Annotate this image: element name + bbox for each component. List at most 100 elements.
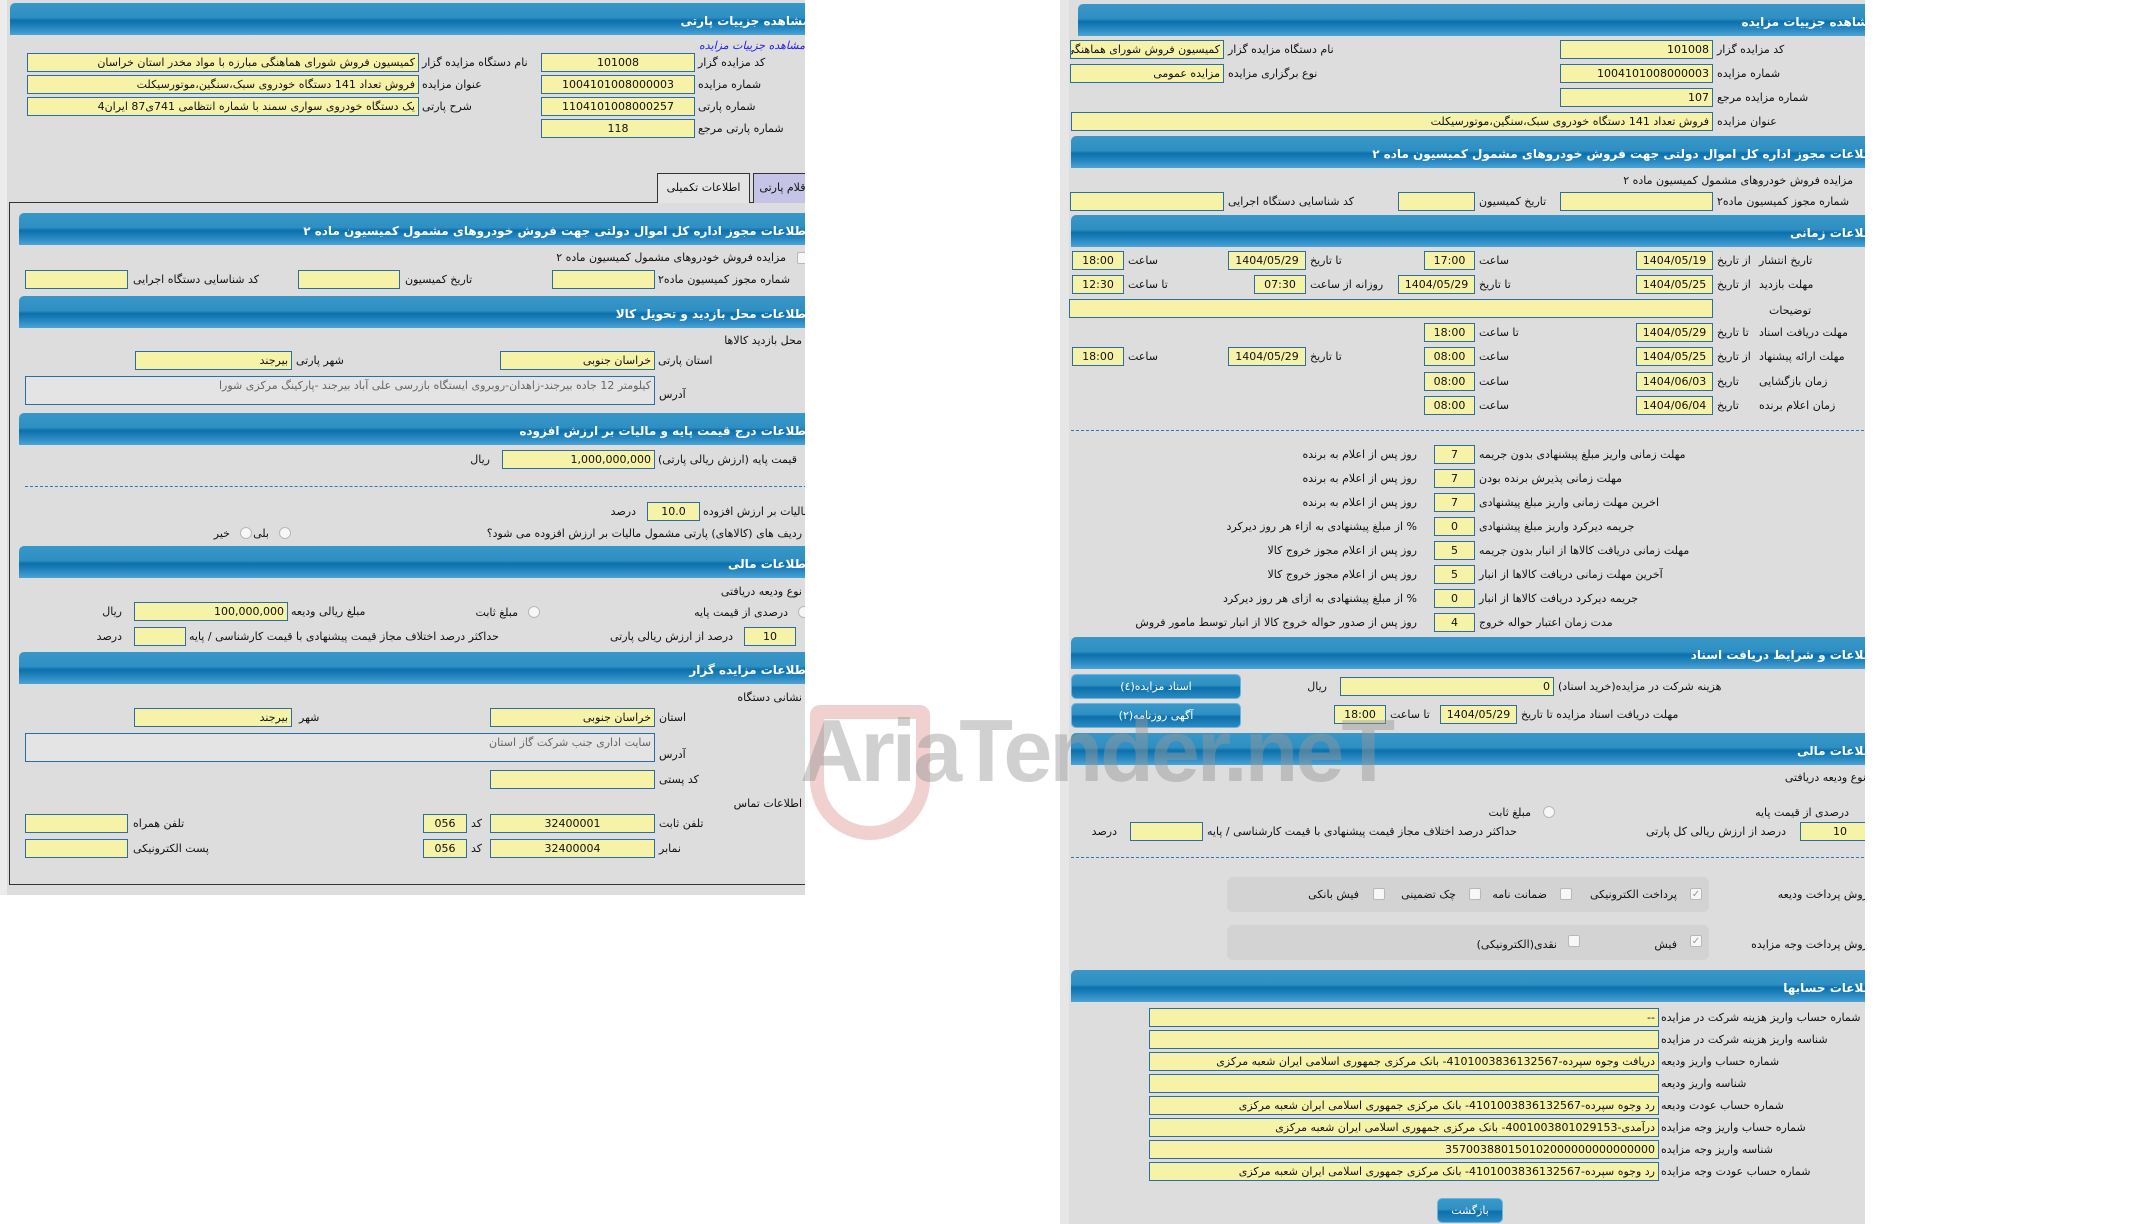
opening-time[interactable]: 08:00 [1424, 372, 1475, 391]
fixed-amount-radio[interactable] [1543, 806, 1555, 818]
info-field[interactable]: یک دستگاه خودروی سواری سمند با شماره انت… [27, 97, 419, 116]
deadline-field[interactable]: 0 [1434, 589, 1475, 608]
city-field[interactable]: بیرجند [135, 351, 292, 370]
info-field[interactable]: 1104101008000257 [541, 97, 695, 116]
deposit-method-checkbox[interactable]: ✓ [1690, 888, 1702, 900]
address-field[interactable]: کیلومتر 12 جاده بیرجند-زاهدان-روبروی ایس… [25, 376, 655, 405]
mobile-field[interactable] [25, 814, 128, 833]
newspaper-ad-button[interactable]: آگهی روزنامه(۲) [1071, 703, 1241, 728]
deadline-field[interactable]: 5 [1434, 565, 1475, 584]
offer-from-time[interactable]: 08:00 [1424, 347, 1475, 366]
info-field[interactable]: 101008 [541, 53, 695, 72]
info-field[interactable]: مزایده عمومی [1070, 64, 1224, 83]
account-field[interactable]: 357003880150102000000000000000 [1149, 1140, 1659, 1159]
organizer-province-field[interactable]: خراسان جنوبی [490, 708, 655, 727]
percent-of-base-radio[interactable] [798, 606, 805, 618]
docs-deadline-date[interactable]: 1404/05/29 [1440, 705, 1517, 724]
organizer-province-label: استان [659, 711, 687, 724]
tab-supplementary-info[interactable]: اطلاعات تکمیلی [657, 173, 750, 203]
deposit-amount-field[interactable]: 100,000,000 [134, 602, 288, 621]
winner-time[interactable]: 08:00 [1424, 396, 1475, 415]
organizer-address-field[interactable]: سایت اداری جنب شرکت گاز استان [25, 733, 655, 762]
vat-yes-radio[interactable] [279, 527, 291, 539]
visit-daily-from[interactable]: 07:30 [1254, 275, 1306, 294]
max-diff-field[interactable] [1130, 822, 1203, 841]
visit-daily-to[interactable]: 12:30 [1072, 275, 1124, 294]
payment-method-checkbox[interactable] [1568, 935, 1580, 947]
participation-fee-field[interactable]: 0 [1340, 677, 1554, 696]
deadline-field[interactable]: 5 [1434, 541, 1475, 560]
deposit-method-checkbox[interactable] [1373, 888, 1385, 900]
publish-from-time[interactable]: 17:00 [1424, 251, 1475, 270]
visit-to-date[interactable]: 1404/05/29 [1398, 275, 1475, 294]
deposit-method-checkbox[interactable] [1560, 888, 1572, 900]
from-date-label: از تاریخ [1717, 254, 1751, 267]
fixed-amount-radio[interactable] [528, 606, 540, 618]
docs-deadline-time[interactable]: 18:00 [1334, 705, 1386, 724]
deposit-method-checkbox[interactable] [1469, 888, 1481, 900]
back-button[interactable]: بازگشت [1437, 1198, 1503, 1223]
offer-to-time[interactable]: 18:00 [1072, 347, 1124, 366]
auction-title-field[interactable]: فروش تعداد 141 دستگاه خودروی سبک،سنگین،م… [1071, 112, 1713, 131]
offer-from-date[interactable]: 1404/05/25 [1636, 347, 1713, 366]
commission-date-field[interactable] [1398, 192, 1475, 211]
account-field[interactable] [1149, 1030, 1659, 1049]
account-field[interactable]: دریافت وجوه سپرده-4101003836132567- بانک… [1149, 1052, 1659, 1071]
docs-to-time[interactable]: 18:00 [1424, 323, 1475, 342]
postal-code-field[interactable] [490, 770, 655, 789]
account-field[interactable]: رد وجوه سپرده-4101003836132567- بانک مرک… [1149, 1162, 1659, 1181]
info-field[interactable]: کمیسیون فروش شورای هماهنگی مبارزه با موا… [27, 53, 419, 72]
vat-field[interactable]: 10.0 [647, 502, 700, 521]
publish-to-time[interactable]: 18:00 [1072, 251, 1124, 270]
description-field[interactable] [1069, 299, 1713, 318]
info-field[interactable]: 1004101008000003 [1560, 64, 1713, 83]
province-field[interactable]: خراسان جنوبی [500, 351, 655, 370]
deadline-field[interactable]: 7 [1434, 445, 1475, 464]
vat-no-radio[interactable] [240, 527, 252, 539]
account-field[interactable]: درآمدی-4001003801029153- بانک مرکزی جمهو… [1149, 1118, 1659, 1137]
max-diff-field[interactable] [134, 627, 186, 646]
account-field[interactable]: رد وجوه سپرده-4101003836132567- بانک مرک… [1149, 1096, 1659, 1115]
base-price-field[interactable]: 1,000,000,000 [502, 450, 655, 469]
info-field[interactable]: 101008 [1560, 40, 1713, 59]
divider [25, 486, 805, 487]
payment-method-checkbox[interactable]: ✓ [1690, 935, 1702, 947]
deadline-field[interactable]: 7 [1434, 469, 1475, 488]
account-field[interactable]: -- [1149, 1008, 1659, 1027]
percent-label: درصد [96, 630, 122, 643]
permit-number-field[interactable] [1560, 192, 1713, 211]
deadline-field[interactable]: 4 [1434, 613, 1475, 632]
info-field[interactable]: 1004101008000003 [541, 75, 695, 94]
publish-from-date[interactable]: 1404/05/19 [1636, 251, 1713, 270]
commission-checkbox[interactable] [797, 252, 805, 264]
exec-code-field[interactable] [1070, 192, 1224, 211]
permit-number-field[interactable] [552, 270, 655, 289]
auction-details-link[interactable]: مشاهده جزییات مزایده [699, 39, 805, 52]
organizer-city-field[interactable]: بیرجند [134, 708, 292, 727]
commission-date-field[interactable] [298, 270, 400, 289]
info-field[interactable]: 118 [541, 119, 695, 138]
info-field[interactable]: 107 [1560, 88, 1713, 107]
tab-lot-items[interactable]: اقلام پارتی [753, 173, 805, 203]
deadline-field[interactable]: 7 [1434, 493, 1475, 512]
fax-field[interactable]: 32400004 [490, 839, 655, 858]
info-field[interactable]: فروش تعداد 141 دستگاه خودروی سبک،سنگین،م… [27, 75, 419, 94]
permit-number-label: شماره مجوز کمیسیون ماده۲ [1717, 195, 1850, 208]
email-field[interactable] [25, 839, 128, 858]
percent-of-field[interactable]: 10 [1800, 822, 1865, 841]
docs-to-date[interactable]: 1404/05/29 [1636, 323, 1713, 342]
phone-code-field[interactable]: 056 [423, 814, 467, 833]
phone-field[interactable]: 32400001 [490, 814, 655, 833]
publish-to-date[interactable]: 1404/05/29 [1228, 251, 1306, 270]
offer-to-date[interactable]: 1404/05/29 [1228, 347, 1306, 366]
info-field[interactable]: کمیسیون فروش شورای هماهنگی مبارزه با موا… [1070, 40, 1224, 59]
opening-date[interactable]: 1404/06/03 [1636, 372, 1713, 391]
fax-code-field[interactable]: 056 [423, 839, 467, 858]
visit-from-date[interactable]: 1404/05/25 [1636, 275, 1713, 294]
percent-of-field[interactable]: 10 [744, 627, 796, 646]
exec-code-field[interactable] [25, 270, 128, 289]
winner-date[interactable]: 1404/06/04 [1636, 396, 1713, 415]
deadline-field[interactable]: 0 [1434, 517, 1475, 536]
account-field[interactable] [1149, 1074, 1659, 1093]
auction-documents-button[interactable]: اسناد مزایده(٤) [1071, 674, 1241, 699]
